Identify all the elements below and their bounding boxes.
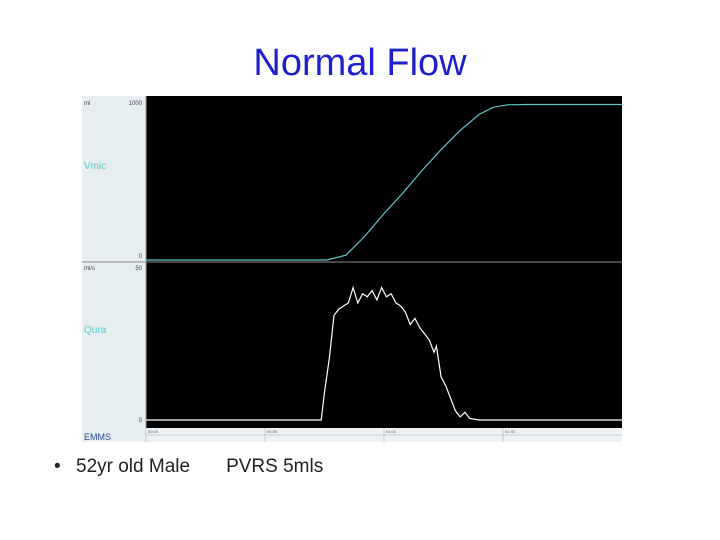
time-tick-label: 00:30 bbox=[267, 429, 278, 434]
vmic-series-line bbox=[146, 103, 622, 261]
qura-top-tick: 50 bbox=[135, 266, 142, 272]
uroflow-chart: ml 1000 0 Vmic ml/s 50 0 Qura 00:00 00:30… bbox=[82, 96, 622, 442]
pvr-info: PVRS 5mls bbox=[226, 456, 324, 477]
vmic-unit-label: ml bbox=[84, 101, 90, 107]
page-title: Normal Flow bbox=[253, 42, 467, 84]
patient-info: 52yr old Male bbox=[76, 456, 191, 477]
qura-series-label: Qura bbox=[84, 325, 107, 336]
time-tick-label: 01:00 bbox=[386, 429, 397, 434]
vmic-bottom-tick: 0 bbox=[139, 254, 143, 260]
time-tick-label: 01:30 bbox=[505, 429, 516, 434]
vmic-series-label: Vmic bbox=[84, 161, 106, 172]
qura-unit-label: ml/s bbox=[84, 266, 95, 272]
bullet-line: • 52yr old Male PVRS 5mls bbox=[54, 456, 323, 478]
bullet-marker: • bbox=[54, 456, 61, 477]
time-axis-ticks: 00:00 00:30 01:00 01:30 bbox=[145, 428, 516, 442]
left-label-panel bbox=[82, 96, 146, 442]
qura-bottom-tick: 0 bbox=[139, 418, 143, 424]
brand-logo: EMMS bbox=[84, 432, 111, 442]
qura-series-line bbox=[146, 285, 622, 421]
time-tick-label: 00:00 bbox=[148, 429, 159, 434]
vmic-top-tick: 1000 bbox=[129, 101, 143, 107]
